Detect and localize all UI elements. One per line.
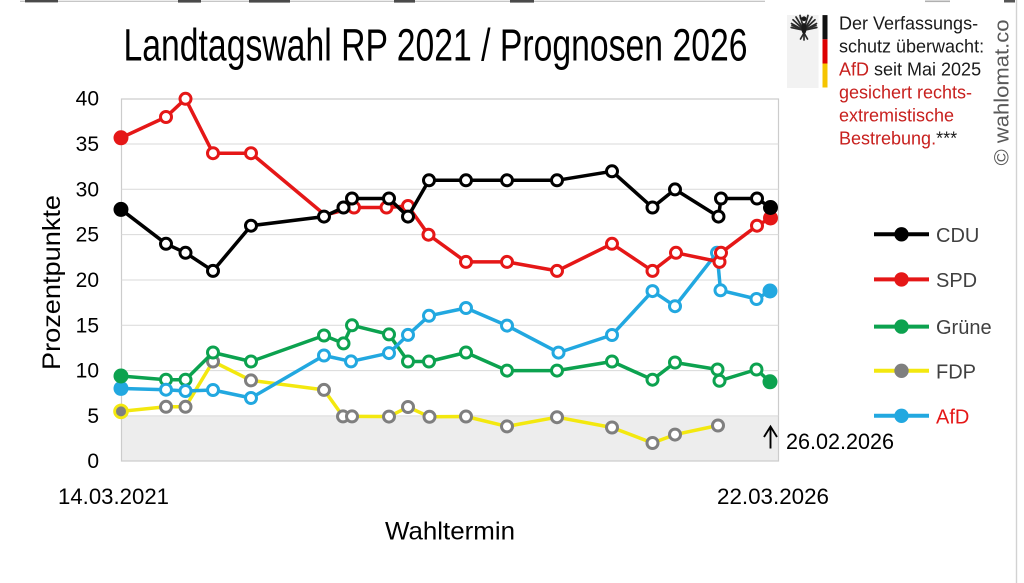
svg-text:30: 30 <box>76 178 99 201</box>
svg-text:Wahltermin: Wahltermin <box>385 518 515 546</box>
svg-text:schutz überwacht:: schutz überwacht: <box>839 37 984 57</box>
svg-text:26.02.2026: 26.02.2026 <box>786 429 894 454</box>
svg-text:20: 20 <box>76 269 99 292</box>
svg-text:Prozentpunkte: Prozentpunkte <box>38 195 66 370</box>
svg-text:15: 15 <box>76 314 99 337</box>
svg-text:14.03.2021: 14.03.2021 <box>58 484 169 509</box>
svg-text:CDU: CDU <box>936 225 979 247</box>
svg-text:22.03.2026: 22.03.2026 <box>717 484 829 509</box>
svg-text:AfD: AfD <box>936 406 969 428</box>
svg-text:35: 35 <box>76 133 99 156</box>
svg-text:FDP: FDP <box>936 361 976 383</box>
svg-text:10: 10 <box>76 360 99 383</box>
svg-text:Landtagswahl RP 2021 / Prognos: Landtagswahl RP 2021 / Prognosen 2026 <box>124 20 748 71</box>
svg-text:Der Verfassungs-: Der Verfassungs- <box>839 14 978 34</box>
svg-text:AfD seit Mai 2025: AfD seit Mai 2025 <box>839 60 981 80</box>
svg-text:gesichert rechts-: gesichert rechts- <box>839 83 972 103</box>
svg-text:© wahlomat.co: © wahlomat.co <box>992 19 1014 165</box>
svg-text:25: 25 <box>76 224 99 247</box>
svg-text:Bestrebung.***: Bestrebung.*** <box>839 129 957 149</box>
svg-text:40: 40 <box>76 88 99 111</box>
svg-text:Grüne: Grüne <box>936 317 992 339</box>
svg-text:SPD: SPD <box>936 270 977 292</box>
svg-text:extremistische: extremistische <box>839 106 954 126</box>
svg-text:5: 5 <box>87 405 99 428</box>
svg-text:0: 0 <box>87 450 99 473</box>
